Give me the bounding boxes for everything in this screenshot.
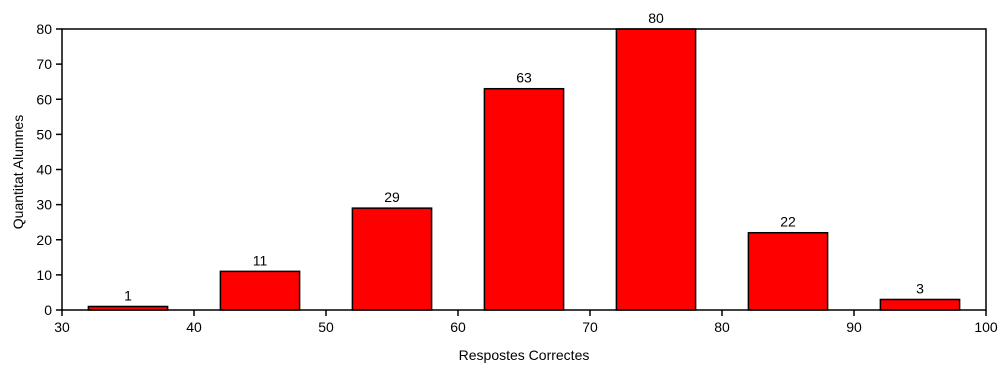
y-tick-label: 60 [36, 91, 52, 107]
bar-value-label: 11 [253, 252, 268, 268]
y-axis-title: Quantitat Alumnes [10, 115, 26, 229]
x-tick-label: 30 [54, 319, 70, 335]
x-axis: 30 40 50 60 70 80 90 100 [54, 310, 998, 335]
bar-85 [747, 231, 829, 311]
y-tick-label: 80 [36, 21, 52, 37]
bar-65 [483, 87, 565, 311]
x-tick-label: 80 [714, 319, 730, 335]
y-tick-label: 10 [36, 267, 52, 283]
bar-value-label: 3 [916, 280, 924, 296]
bar-95 [879, 298, 961, 311]
bars-group [87, 28, 961, 311]
x-tick-label: 40 [186, 319, 202, 335]
y-tick-label: 50 [36, 126, 52, 142]
bar-value-label: 29 [384, 189, 400, 205]
y-tick-label: 70 [36, 56, 52, 72]
bar-value-label: 80 [648, 10, 664, 26]
x-axis-title: Respostes Correctes [459, 347, 590, 363]
y-axis: 0 10 20 30 40 50 60 70 80 [36, 21, 62, 318]
bar-value-label: 22 [780, 214, 796, 230]
x-tick-label: 100 [974, 319, 998, 335]
x-tick-label: 50 [318, 319, 334, 335]
x-tick-label: 90 [846, 319, 862, 335]
bar-45 [219, 270, 301, 311]
x-tick-label: 60 [450, 319, 466, 335]
bar-value-label: 1 [124, 287, 132, 303]
y-tick-label: 0 [44, 302, 52, 318]
bar-35 [87, 305, 169, 311]
x-tick-label: 70 [582, 319, 598, 335]
y-tick-label: 40 [36, 162, 52, 178]
y-tick-label: 30 [36, 197, 52, 213]
bar-55 [351, 207, 433, 311]
bar-75 [615, 28, 697, 311]
y-tick-label: 20 [36, 232, 52, 248]
bar-value-label: 63 [516, 70, 532, 86]
